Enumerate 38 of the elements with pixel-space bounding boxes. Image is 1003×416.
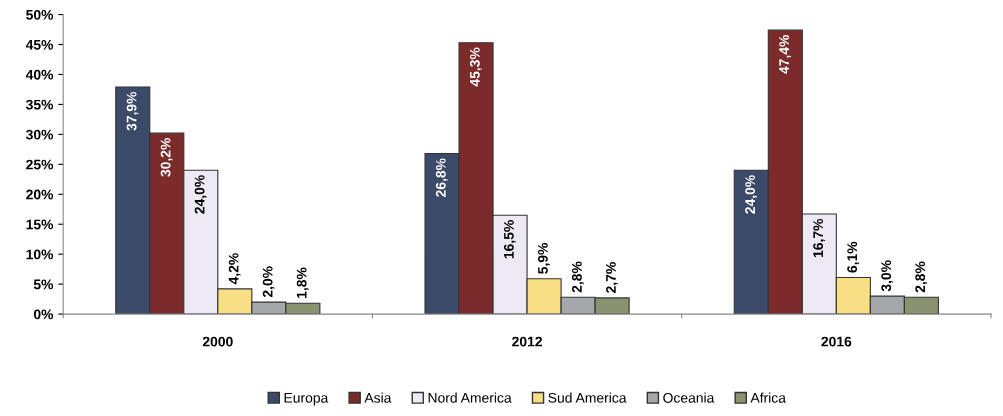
data-label: 5,9% <box>537 242 550 274</box>
y-tick-label: 35% <box>25 99 54 110</box>
y-tick-label: 15% <box>26 219 54 230</box>
data-label: 16,5% <box>503 220 516 259</box>
x-tick-label: 2016 <box>821 336 852 347</box>
data-label: 6,1% <box>847 241 860 273</box>
data-label: 37,9% <box>126 91 139 131</box>
data-label: 24,0% <box>194 175 207 214</box>
y-tick-label: 20% <box>26 189 54 200</box>
legend-label: Sud America <box>548 392 627 403</box>
data-label: 2,7% <box>606 262 618 293</box>
legend-label: Oceania <box>663 392 715 403</box>
data-label: 2,8% <box>915 261 928 293</box>
data-label: 2,8% <box>572 261 584 293</box>
x-tick-label: 2000 <box>202 336 233 347</box>
data-label: 47,4% <box>779 34 792 74</box>
y-tick-label: 10% <box>26 249 54 260</box>
data-label: 45,3% <box>469 47 482 87</box>
data-label: 3,0% <box>881 260 894 292</box>
legend-label: Nord America <box>428 392 512 403</box>
y-tick-label: 5% <box>33 279 54 290</box>
data-label: 16,7% <box>813 218 826 258</box>
y-tick-label: 45% <box>25 39 54 50</box>
data-label: 30,2% <box>160 138 173 177</box>
y-tick-label: 0% <box>33 309 54 320</box>
data-label: 24,0% <box>745 175 758 214</box>
x-tick-label: 2012 <box>512 336 542 347</box>
data-label: 26,8% <box>435 158 448 197</box>
y-tick-label: 40% <box>25 69 54 80</box>
legend-label: Africa <box>750 392 786 403</box>
data-label: 1,8% <box>296 267 309 298</box>
y-tick-label: 50% <box>26 9 54 20</box>
data-label: 2,0% <box>262 266 275 298</box>
legend-label: Europa <box>284 393 329 406</box>
y-tick-label: 30% <box>25 129 54 140</box>
legend-label: Asia <box>364 392 392 403</box>
data-label: 4,2% <box>228 253 241 285</box>
y-tick-label: 25% <box>26 159 54 170</box>
